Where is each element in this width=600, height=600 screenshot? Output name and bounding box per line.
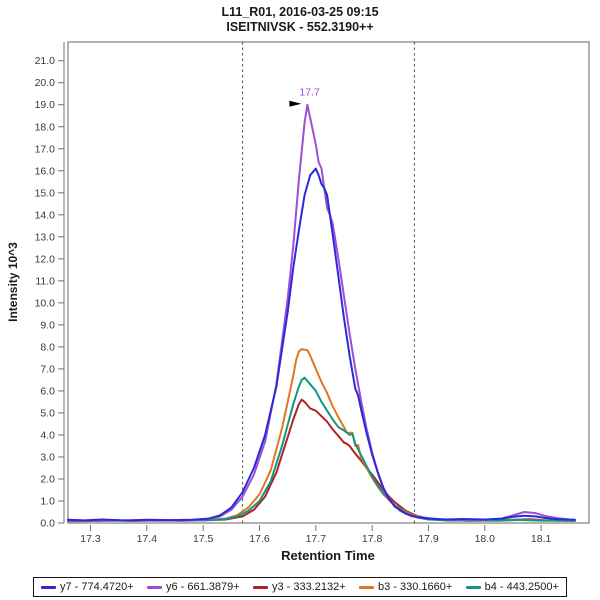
y-tick-label: 21.0 xyxy=(35,55,56,67)
y-tick-label: 12.0 xyxy=(35,253,56,265)
legend-item-y6: y6 - 661.3879+ xyxy=(147,581,240,593)
legend-item-b3: b3 - 330.1660+ xyxy=(359,581,452,593)
legend-label-b3: b3 - 330.1660+ xyxy=(378,581,453,593)
axes-layer: 0.0 1.0 2.0 3.0 4.0 5.0 6.0 7.0 8.0 9.0 10.0 11.0 12… xyxy=(35,41,590,545)
legend-swatch-b3 xyxy=(359,585,374,589)
legend-item-b4: b4 - 443.2500+ xyxy=(465,581,559,593)
x-tick-label: 18.0 xyxy=(475,533,496,545)
legend-label-b4: b4 - 443.2500+ xyxy=(484,581,559,593)
peak-rt-annotation[interactable]: 17.7 xyxy=(299,87,320,99)
y-tick-label: 13.0 xyxy=(35,231,56,243)
legend-swatch-b4 xyxy=(465,585,481,589)
y-tick-label: 16.0 xyxy=(35,165,56,177)
series-y6[interactable] xyxy=(67,103,576,522)
x-tick-label: 17.5 xyxy=(193,533,214,545)
y-tick-label: 19.0 xyxy=(35,99,56,111)
legend-label-y6: y6 - 661.3879+ xyxy=(166,581,240,593)
chart-title-line1: L11_R01, 2016-03-25 09:15 xyxy=(221,5,378,19)
y-tick-label: 3.0 xyxy=(40,451,55,463)
y-tick-label: 14.0 xyxy=(35,209,56,221)
legend-swatch-y3 xyxy=(253,585,268,589)
y-tick-label: 18.0 xyxy=(35,121,56,133)
series-y7[interactable] xyxy=(67,167,576,522)
y-tick-label: 15.0 xyxy=(35,187,56,199)
y-tick-label: 17.0 xyxy=(35,143,56,155)
x-tick-label: 17.7 xyxy=(306,533,327,545)
y-tick-label: 8.0 xyxy=(40,341,55,353)
legend-swatch-y6 xyxy=(147,585,162,589)
y-tick-label: 6.0 xyxy=(40,385,55,397)
x-tick-label: 17.4 xyxy=(137,533,158,545)
series-b4[interactable] xyxy=(67,376,576,522)
peak-pointer-arrow-icon xyxy=(289,100,302,107)
legend-swatch-y7 xyxy=(41,585,56,589)
plot-border[interactable] xyxy=(67,41,590,524)
y-tick-label: 4.0 xyxy=(40,429,55,441)
peak-annotation-layer: 17.7 xyxy=(289,87,320,107)
x-tick-label: 17.8 xyxy=(362,533,383,545)
y-tick-label: 7.0 xyxy=(40,363,55,375)
legend: y7 - 774.4720+ y6 - 661.3879+ y3 - 333.213… xyxy=(33,577,567,597)
x-tick-label: 17.6 xyxy=(249,533,270,545)
y-tick-label: 20.0 xyxy=(35,77,56,89)
series-layer xyxy=(67,103,576,523)
peak-boundaries-layer xyxy=(242,42,415,523)
y-axis-title: Intensity 10^3 xyxy=(6,242,20,322)
y-tick-label: 0.0 xyxy=(40,518,55,530)
y-tick-label: 10.0 xyxy=(35,297,56,309)
y-tick-label: 9.0 xyxy=(40,319,55,331)
legend-item-y3: y3 - 333.2132+ xyxy=(253,581,346,593)
legend-label-y3: y3 - 333.2132+ xyxy=(272,581,346,593)
legend-label-y7: y7 - 774.4720+ xyxy=(60,581,134,593)
x-tick-label: 17.3 xyxy=(80,533,101,545)
series-b3[interactable] xyxy=(67,348,576,522)
series-y3[interactable] xyxy=(67,398,576,523)
y-tick-label: 1.0 xyxy=(40,495,55,507)
x-tick-label: 17.9 xyxy=(418,533,439,545)
x-tick-label: 18.1 xyxy=(531,533,552,545)
legend-item-y7: y7 - 774.4720+ xyxy=(41,581,134,593)
y-tick-label: 11.0 xyxy=(35,275,55,287)
x-axis-title: Retention Time xyxy=(281,548,375,563)
y-tick-label: 5.0 xyxy=(40,407,55,419)
y-tick-label: 2.0 xyxy=(40,473,55,485)
chart-title-line2: ISEITNIVSK - 552.3190++ xyxy=(226,20,373,34)
